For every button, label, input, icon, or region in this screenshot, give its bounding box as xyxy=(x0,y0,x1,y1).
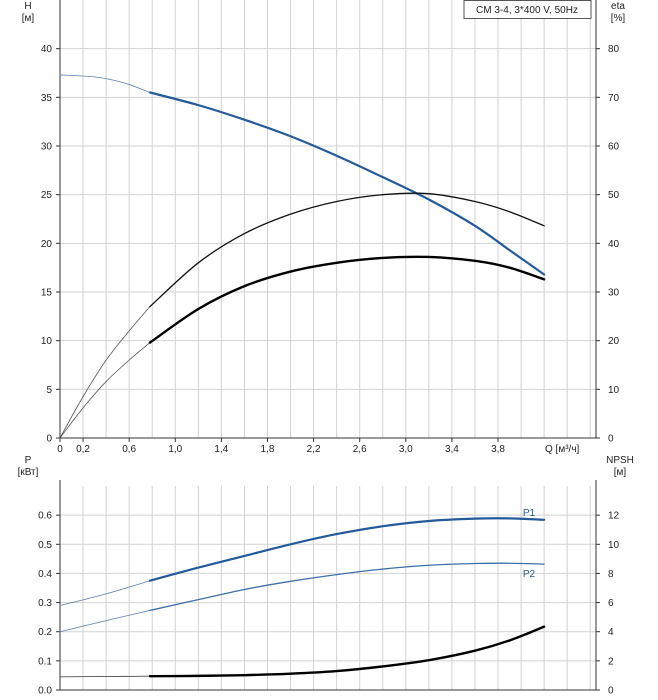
y-left-tick-label: 35 xyxy=(41,93,53,104)
power-npsh-plot: 0.0 0.1 0.2 0.3 0.4 0.5 0.6 0 2 4 6 8 10 12 P[кВт] NPSH… xyxy=(18,455,634,697)
curve-eta-pump-extrapolated xyxy=(59,342,151,439)
curve-P1-extrapolated xyxy=(59,580,151,606)
y-right-axis-label: eta xyxy=(611,1,625,12)
curve-P1 xyxy=(148,517,546,582)
x-tick-label: 2,6 xyxy=(353,444,367,455)
y-left-tick-label: 0.1 xyxy=(38,656,52,667)
y-left-axis-label: P xyxy=(25,455,32,466)
y-left-tick-label: 10 xyxy=(41,336,53,347)
x-tick-label: 3,0 xyxy=(399,444,413,455)
y-left-axis-label: H xyxy=(24,1,31,12)
y-right-tick-label: 10 xyxy=(608,540,620,551)
head-efficiency-plot: 0 5 10 15 20 25 30 35 40 0 10 20 30 40 50 60 70 80 0 0,2 0,6… xyxy=(22,0,626,455)
x-tick-label: 0 xyxy=(57,444,63,455)
y-left-tick-label: 0.4 xyxy=(38,569,52,580)
y-right-tick-label: 10 xyxy=(608,385,620,396)
x-tick-label: 2,2 xyxy=(307,444,321,455)
curve-eta-motor-extrapolated xyxy=(59,306,151,439)
y-left-tick-label: 25 xyxy=(41,190,53,201)
x-tick-label: 1,4 xyxy=(214,444,228,455)
x-tick-label: 1,8 xyxy=(261,444,275,455)
curve-NPSH xyxy=(148,625,546,678)
y-left-tick-label: 0.0 xyxy=(38,686,52,697)
y-left-tick-label: 0.6 xyxy=(38,511,52,522)
curve-eta-motor xyxy=(149,192,545,308)
y-left-tick-label: 40 xyxy=(41,44,53,55)
y-left-axis-unit: [кВт] xyxy=(18,467,39,478)
curve-P2 xyxy=(149,562,545,612)
curve-P2-extrapolated xyxy=(59,610,151,633)
y-right-tick-label: 70 xyxy=(608,93,620,104)
y-left-tick-label: 15 xyxy=(41,288,53,299)
y-left-tick-label: 0.2 xyxy=(38,627,52,638)
curve-H xyxy=(148,91,546,276)
curve-eta-pump xyxy=(148,255,546,344)
y-right-tick-label: 12 xyxy=(608,511,620,522)
y-left-tick-label: 30 xyxy=(41,142,53,153)
y-left-tick-label: 20 xyxy=(41,239,53,250)
y-right-tick-label: 50 xyxy=(608,190,620,201)
y-left-tick-label: 0 xyxy=(46,434,52,445)
y-right-tick-label: 0 xyxy=(608,434,614,445)
curve-H-extrapolated xyxy=(59,74,151,93)
y-right-tick-label: 0 xyxy=(608,686,614,697)
x-axis-label: Q [м³/ч] xyxy=(545,444,580,455)
y-right-tick-label: 40 xyxy=(608,239,620,250)
series-label-p2: P2 xyxy=(523,569,536,580)
y-right-axis-label: NPSH xyxy=(606,455,634,466)
x-tick-label: 0,2 xyxy=(76,444,90,455)
y-right-tick-label: 30 xyxy=(608,288,620,299)
x-tick-label: 0,6 xyxy=(122,444,136,455)
y-right-axis-unit: [м] xyxy=(614,467,627,478)
y-left-tick-label: 0.5 xyxy=(38,540,52,551)
y-right-tick-label: 6 xyxy=(608,598,614,609)
y-left-tick-label: 0.3 xyxy=(38,598,52,609)
x-tick-label: 1,0 xyxy=(168,444,182,455)
title-box xyxy=(463,0,592,19)
y-right-tick-label: 60 xyxy=(608,142,620,153)
top-plot-area xyxy=(60,0,596,438)
series-label-p1: P1 xyxy=(523,508,536,519)
x-tick-label: 3,8 xyxy=(491,444,505,455)
y-right-tick-label: 8 xyxy=(608,569,614,580)
y-right-tick-label: 4 xyxy=(608,627,614,638)
curve-NPSH-extrapolated xyxy=(59,675,151,678)
y-left-axis-unit: [м] xyxy=(22,13,35,24)
y-left-tick-label: 5 xyxy=(46,385,52,396)
x-tick-label: 3,4 xyxy=(445,444,459,455)
y-right-tick-label: 80 xyxy=(608,44,620,55)
chart-title: CM 3-4, 3*400 V, 50Hz xyxy=(476,5,578,16)
y-right-tick-label: 2 xyxy=(608,656,614,667)
y-right-tick-label: 20 xyxy=(608,336,620,347)
y-right-axis-unit: [%] xyxy=(611,13,626,24)
bottom-plot-area xyxy=(60,486,596,690)
